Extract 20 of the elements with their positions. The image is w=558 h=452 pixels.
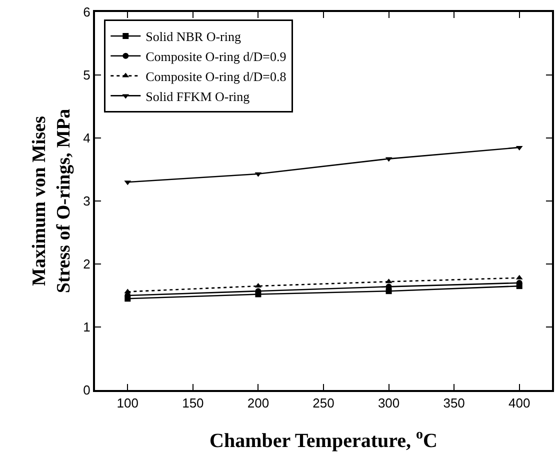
y-tick-label: 2: [83, 256, 90, 272]
y-tick-label: 0: [83, 382, 90, 398]
x-tick-label: 100: [116, 396, 138, 411]
x-tick-label: 250: [312, 396, 334, 411]
legend-label: Solid NBR O-ring: [146, 29, 242, 44]
y-tick-label: 1: [83, 320, 90, 335]
x-axis-title: Chamber Temperature, $^{o}$C: [210, 428, 438, 452]
y-tick-label: 5: [83, 68, 90, 83]
x-tick-label: 400: [508, 396, 530, 411]
legend-label: Composite O-ring d/D=0.9: [146, 48, 286, 64]
legend-label: Solid FFKM O-ring: [146, 88, 250, 104]
y-tick-label: 6: [83, 4, 90, 20]
y-tick-label: 4: [83, 130, 90, 146]
x-tick-label: 150: [182, 396, 204, 411]
x-tick-label: 350: [443, 396, 465, 411]
y-tick-label: 3: [83, 194, 90, 209]
x-tick-label: 300: [378, 396, 400, 411]
y-axis-title: Maximum von Mises Stress of O-rings, MPa: [28, 108, 75, 294]
legend-label: Composite O-ring d/D=0.8: [146, 68, 286, 84]
x-tick-label: 200: [247, 396, 270, 411]
